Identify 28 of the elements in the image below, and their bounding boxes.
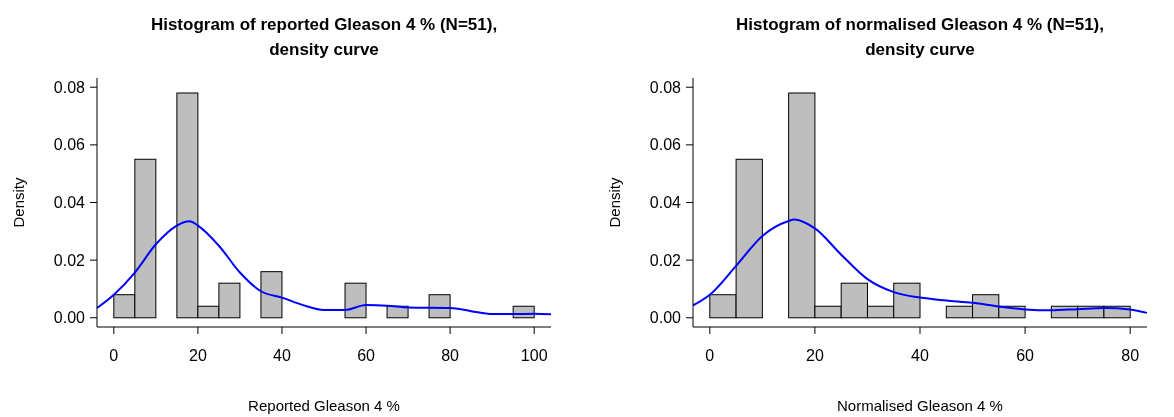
y-tick-label: 0.08 — [53, 78, 86, 96]
y-tick-label: 0.02 — [53, 251, 86, 269]
chart-title: Histogram of normalised Gleason 4 % (N=51), density curve — [736, 15, 1104, 59]
y-tick-label: 0.00 — [53, 309, 86, 327]
y-tick-label: 0.04 — [649, 194, 682, 212]
y-tick-label: 0.04 — [53, 194, 86, 212]
x-tick-label: 0 — [109, 347, 119, 364]
x-tick-label: 40 — [911, 347, 929, 364]
x-tick-label: 60 — [357, 347, 376, 364]
y-tick-label: 0.08 — [649, 78, 682, 96]
line-series — [692, 218, 1148, 314]
chart-title: Histogram of reported Gleason 4 % (N=51), density curve — [150, 15, 498, 59]
y-tick-label: 0.06 — [649, 136, 682, 154]
x-tick-label: 80 — [441, 347, 460, 364]
y-axis-title: Density — [606, 177, 623, 228]
y-tick-label: 0.06 — [53, 136, 86, 154]
x-tick-label: 60 — [1016, 347, 1035, 364]
y-tick-label: 0.02 — [649, 251, 682, 269]
y-tick-label: 0.00 — [649, 309, 682, 327]
x-tick-label: 20 — [188, 347, 207, 364]
x-tick-label: 80 — [1121, 347, 1140, 364]
x-axis-title: Normalised Gleason 4 % — [837, 397, 1003, 414]
x-tick-label: 20 — [806, 347, 824, 364]
x-tick-label: 100 — [520, 347, 548, 364]
x-tick-label: 40 — [273, 347, 291, 364]
x-axis-title: Reported Gleason 4 % — [248, 397, 400, 414]
y-axis-title: Density — [10, 177, 27, 228]
x-tick-label: 0 — [705, 347, 715, 364]
